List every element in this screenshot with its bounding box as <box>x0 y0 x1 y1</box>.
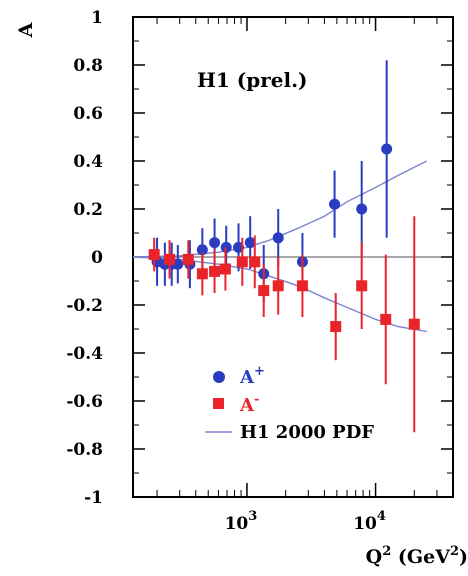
point-a-plus <box>356 203 368 215</box>
x-axis-title-q: Q <box>366 546 383 568</box>
point-a-minus <box>258 285 270 297</box>
y-tick-label: 1 <box>91 8 103 28</box>
point-a-minus <box>182 253 194 265</box>
point-a-minus <box>148 249 160 261</box>
y-tick-label: 0.6 <box>73 104 103 124</box>
y-tick-label: -0.4 <box>66 344 103 364</box>
y-axis-title: A <box>15 22 37 38</box>
y-tick-label: -1 <box>84 488 103 508</box>
y-tick-label: -0.8 <box>66 440 103 460</box>
point-a-minus <box>196 268 208 280</box>
x-axis-title-unit-open: (GeV <box>391 546 451 568</box>
point-a-plus <box>329 198 341 210</box>
point-a-plus <box>381 143 393 155</box>
chart-label: H1 (prel.) <box>197 68 308 92</box>
point-a-plus <box>196 244 208 256</box>
point-a-plus <box>244 237 256 249</box>
point-a-minus <box>408 318 420 330</box>
point-a-plus <box>172 258 184 270</box>
x-axis-title: Q2 (GeV2) <box>366 544 468 568</box>
x-axis-title-q-sup: 2 <box>382 544 391 559</box>
legend-label-pdf: H1 2000 PDF <box>240 422 374 443</box>
point-a-minus <box>356 280 368 292</box>
x-ticks: 103 104 <box>156 17 454 534</box>
x-axis-title-unit-close: ) <box>459 546 468 568</box>
point-a-plus <box>233 241 245 253</box>
point-a-minus <box>272 280 284 292</box>
y-tick-label: 0.8 <box>73 56 103 76</box>
data-points <box>148 60 420 433</box>
point-a-minus <box>330 321 342 333</box>
x-tick-label: 104 <box>353 509 386 534</box>
point-a-minus <box>164 253 176 265</box>
legend-label-a-plus: A+ <box>239 364 265 388</box>
point-a-minus <box>249 256 261 268</box>
y-tick-label: 0 <box>91 248 103 268</box>
x-axis-title-unit-sup: 2 <box>450 544 459 559</box>
legend-label-a-minus: A- <box>239 392 259 416</box>
y-ticks: 1 0.8 0.6 0.4 0.2 0 -0.2 -0.4 -0.6 -0.8 -1 <box>66 8 453 508</box>
point-a-minus <box>219 263 231 275</box>
point-a-minus <box>209 265 221 277</box>
y-tick-label: 0.4 <box>73 152 103 172</box>
point-a-minus <box>380 313 392 325</box>
x-tick-label: 103 <box>225 509 258 534</box>
legend-marker-a-plus <box>213 371 225 383</box>
point-a-minus <box>236 256 248 268</box>
legend-marker-a-minus <box>213 398 224 409</box>
y-tick-label: -0.6 <box>66 392 103 412</box>
point-a-plus <box>272 232 284 244</box>
y-tick-label: 0.2 <box>73 200 103 220</box>
y-tick-label: -0.2 <box>66 296 103 316</box>
legend: A+ A- H1 2000 PDF <box>205 364 374 443</box>
point-a-minus <box>296 280 308 292</box>
point-a-plus <box>209 237 221 249</box>
